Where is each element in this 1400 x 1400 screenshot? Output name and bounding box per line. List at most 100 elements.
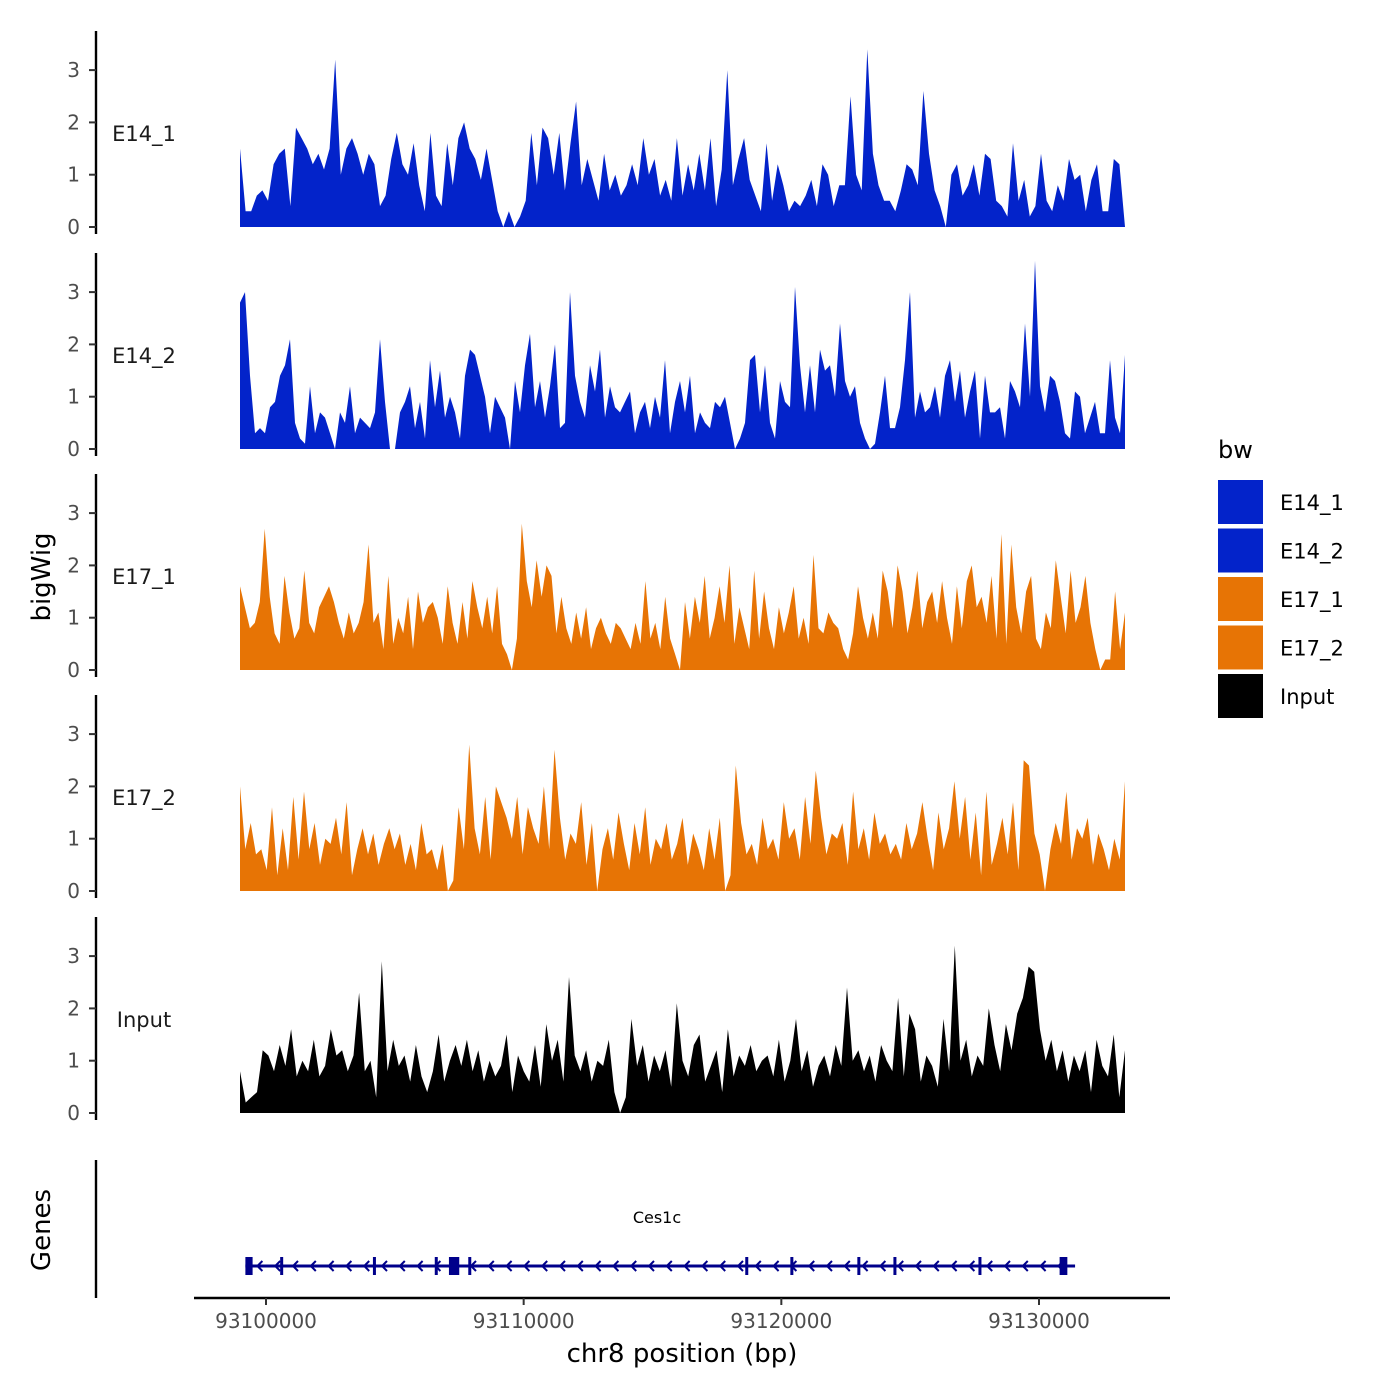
y-tick-label: 2 [67, 996, 80, 1020]
track-E14_1: 0 1 2 3 E14_1 [67, 31, 1125, 239]
strand-arrow-icon [344, 1260, 353, 1272]
strand-arrow-icon [1003, 1260, 1011, 1272]
y-tick-label: 0 [67, 215, 80, 239]
gene-exon [790, 1257, 794, 1275]
track-label: E14_2 [112, 344, 176, 369]
track-label: E17_2 [112, 786, 176, 811]
legend-label: E14_2 [1280, 540, 1344, 565]
strand-arrow-icon [718, 1260, 726, 1272]
strand-arrow-icon [594, 1260, 602, 1272]
y-tick-label: 2 [67, 774, 80, 798]
gene-exon [893, 1257, 897, 1275]
gene-exon [857, 1257, 861, 1275]
strand-arrow-icon [273, 1260, 281, 1272]
genes-track [94, 1160, 1076, 1298]
x-tick-label: 93110000 [473, 1309, 575, 1333]
strand-arrow-icon [967, 1260, 976, 1272]
strand-arrow-icon [985, 1260, 993, 1272]
strand-arrow-icon [878, 1260, 887, 1272]
strand-arrow-icon [487, 1260, 495, 1272]
strand-arrow-icon [647, 1260, 655, 1272]
y-tick-label: 3 [67, 501, 80, 525]
y-tick-label: 1 [67, 385, 80, 409]
y-tick-label: 0 [67, 437, 80, 461]
genes-track-title: Genes [27, 1189, 57, 1271]
strand-arrow-icon [309, 1260, 317, 1272]
strand-arrow-icon [540, 1260, 548, 1272]
gene-exon [978, 1257, 982, 1275]
x-tick-label: 93130000 [988, 1309, 1090, 1333]
legend-label: E17_2 [1280, 637, 1344, 662]
legend-title: bw [1218, 436, 1253, 464]
y-tick-label: 1 [67, 606, 80, 630]
signal-area-E17_2 [240, 744, 1125, 891]
strand-arrow-icon [861, 1260, 869, 1272]
gene-exon [280, 1257, 284, 1275]
x-axis: 93100000 93110000 93120000 93130000 [194, 1296, 1170, 1333]
track-label: E14_1 [112, 122, 176, 147]
y-tick-label: 3 [67, 722, 80, 746]
gene-exon [468, 1257, 472, 1275]
track-E17_1: 0 1 2 3 E17_1 [67, 474, 1125, 682]
legend-label: E17_1 [1280, 588, 1344, 613]
strand-arrow-icon [736, 1260, 744, 1272]
gene-exon [434, 1257, 438, 1275]
x-axis-title: chr8 position (bp) [567, 1339, 798, 1369]
track-E17_2: 0 1 2 3 E17_2 [67, 695, 1125, 903]
strand-arrow-icon [825, 1260, 833, 1272]
legend: bw E14_1 E14_2 E17_1 E17_2 Input [1218, 436, 1344, 718]
strand-arrow-icon [843, 1260, 851, 1272]
strand-arrow-icon [665, 1260, 673, 1272]
legend-label: E14_1 [1280, 491, 1344, 516]
track-label: E17_1 [112, 565, 176, 590]
gene-exon [745, 1257, 749, 1275]
legend-swatch-E14_1 [1218, 480, 1263, 524]
gene-exon [448, 1257, 460, 1275]
gene-exon [1059, 1257, 1068, 1275]
tracks-layer: 0 1 2 3 E14_1 0 1 2 3 E14_2 0 1 2 3 E17_1 0 1 2 3 E17_2 0 1 2 3… [67, 31, 1125, 1125]
x-tick-label: 93100000 [215, 1309, 317, 1333]
x-tick-label: 93120000 [730, 1309, 832, 1333]
legend-swatch-E14_2 [1218, 528, 1263, 573]
strand-arrow-icon [754, 1260, 762, 1272]
strand-arrow-icon [291, 1260, 299, 1272]
y-tick-label: 0 [67, 879, 80, 903]
signal-area-E17_1 [240, 523, 1125, 670]
strand-arrow-icon [772, 1260, 780, 1272]
strand-arrow-icon [255, 1260, 264, 1272]
legend-label: Input [1280, 685, 1334, 709]
strand-arrow-icon [576, 1260, 584, 1272]
y-tick-label: 2 [67, 110, 80, 134]
y-tick-label: 1 [67, 827, 80, 851]
strand-arrow-icon [807, 1260, 815, 1272]
track-E14_2: 0 1 2 3 E14_2 [67, 253, 1125, 461]
gene-exon [372, 1257, 376, 1275]
y-tick-label: 1 [67, 1049, 80, 1073]
y-tick-label: 3 [67, 944, 80, 968]
strand-arrow-icon [505, 1260, 513, 1272]
signal-area-E14_2 [240, 260, 1125, 449]
gene-label: Ces1c [633, 1208, 681, 1227]
track-label: Input [117, 1008, 171, 1032]
y-axis-title: bigWig [27, 532, 57, 621]
strand-arrow-icon [522, 1260, 531, 1272]
strand-arrow-icon [398, 1260, 406, 1272]
strand-arrow-icon [700, 1260, 709, 1272]
strand-arrow-icon [914, 1260, 922, 1272]
signal-area-Input [240, 945, 1125, 1113]
strand-arrow-icon [380, 1260, 388, 1272]
track-Input: 0 1 2 3 Input [67, 917, 1125, 1125]
y-tick-label: 2 [67, 332, 80, 356]
strand-arrow-icon [1039, 1260, 1047, 1272]
y-tick-label: 3 [67, 280, 80, 304]
legend-swatch-Input [1218, 674, 1263, 718]
legend-swatch-E17_1 [1218, 577, 1263, 621]
strand-arrow-icon [327, 1260, 335, 1272]
strand-arrow-icon [950, 1260, 958, 1272]
strand-arrow-icon [1021, 1260, 1029, 1272]
strand-arrow-icon [896, 1260, 904, 1272]
y-tick-label: 0 [67, 1101, 80, 1125]
strand-arrow-icon [416, 1260, 424, 1272]
strand-arrow-icon [932, 1260, 940, 1272]
